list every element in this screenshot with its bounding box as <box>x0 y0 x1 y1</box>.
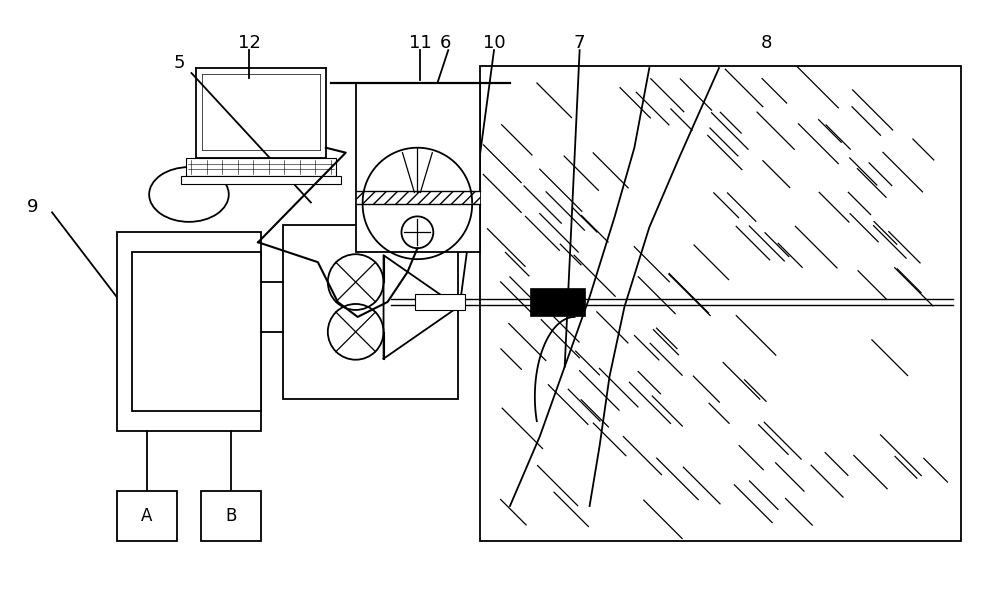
Text: 9: 9 <box>26 198 38 217</box>
Text: 5: 5 <box>174 54 185 72</box>
Bar <box>356 190 480 204</box>
Bar <box>356 83 480 252</box>
Bar <box>480 66 961 541</box>
Text: 11: 11 <box>409 34 432 52</box>
Bar <box>283 225 458 399</box>
Text: 8: 8 <box>761 34 772 52</box>
Bar <box>201 491 261 541</box>
Text: B: B <box>226 507 237 525</box>
Text: A: A <box>141 507 152 525</box>
Bar <box>117 491 177 541</box>
Bar <box>181 176 341 183</box>
Text: 7: 7 <box>574 34 585 52</box>
Text: 6: 6 <box>440 34 451 52</box>
Bar <box>132 252 261 411</box>
Bar <box>530 288 585 316</box>
Bar <box>117 232 261 432</box>
Text: 12: 12 <box>238 34 261 52</box>
Bar <box>415 294 465 310</box>
Bar <box>186 158 336 176</box>
Ellipse shape <box>149 167 229 222</box>
Text: 10: 10 <box>483 34 505 52</box>
